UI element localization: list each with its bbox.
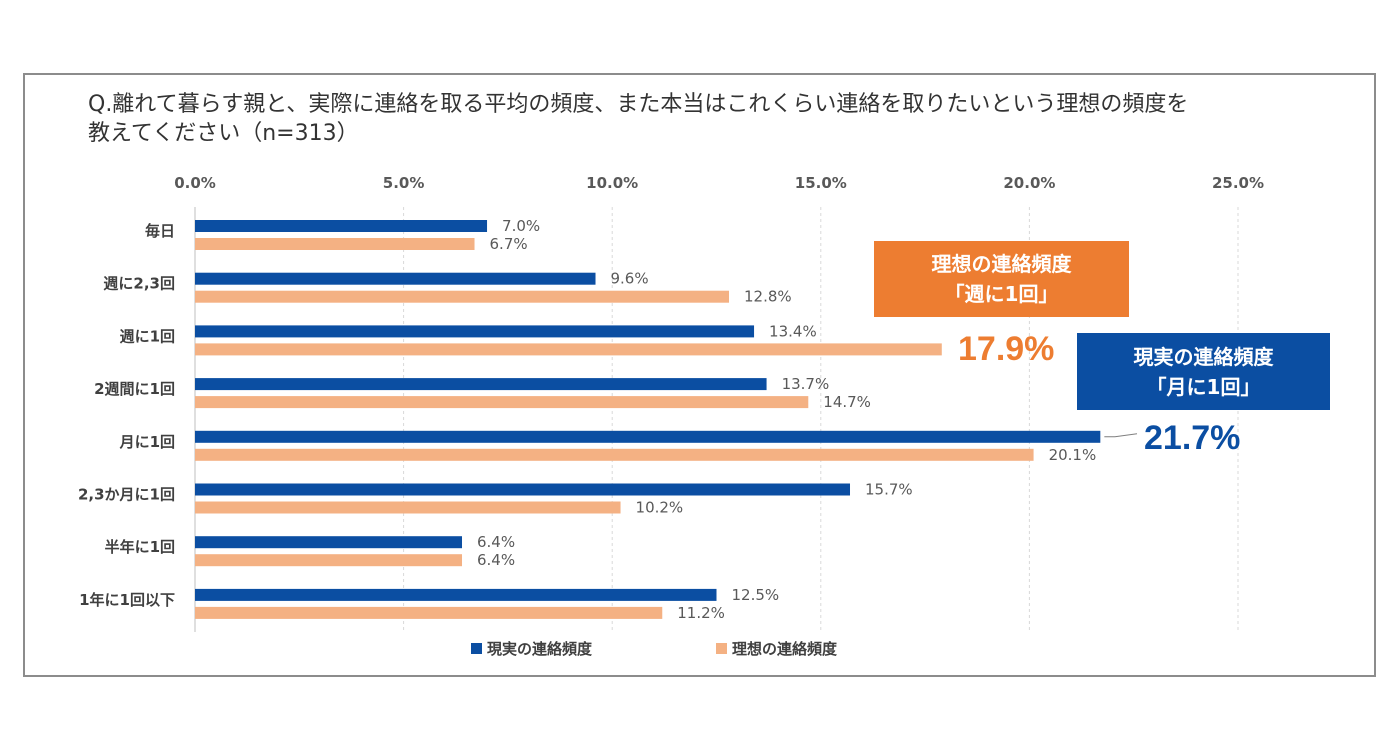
bar xyxy=(195,430,1101,443)
data-label: 12.5% xyxy=(732,586,780,604)
legend-label-actual: 現実の連絡頻度 xyxy=(487,640,593,658)
x-tick-label: 10.0% xyxy=(586,174,638,192)
actual-callout-line1: 現実の連絡頻度 xyxy=(1133,344,1274,369)
data-label: 6.4% xyxy=(477,551,515,569)
x-tick-label: 20.0% xyxy=(1003,174,1055,192)
actual-highlight-value: 21.7% xyxy=(1144,419,1241,457)
data-label: 7.0% xyxy=(502,217,540,235)
bar xyxy=(195,448,1034,461)
bar xyxy=(195,238,475,250)
category-label: 週に2,3回 xyxy=(103,275,175,293)
data-label: 20.1% xyxy=(1049,446,1097,464)
bar xyxy=(195,536,463,549)
actual-frequency-callout: 現実の連絡頻度 「月に1回」 xyxy=(1077,333,1330,410)
category-label: 半年に1回 xyxy=(105,538,175,556)
bar xyxy=(195,588,717,601)
bar xyxy=(195,378,767,391)
category-label: 1年に1回以下 xyxy=(79,591,175,609)
actual-callout-line2: 「月に1回」 xyxy=(1146,374,1261,399)
data-label: 9.6% xyxy=(611,270,649,288)
category-label: 2週間に1回 xyxy=(94,380,175,398)
chart-frame xyxy=(23,73,1376,677)
chart-title-line2: 教えてください（n=313） xyxy=(88,121,359,146)
x-tick-label: 25.0% xyxy=(1212,174,1264,192)
data-label: 14.7% xyxy=(823,393,871,411)
legend-item-actual: 現実の連絡頻度 xyxy=(471,638,592,659)
x-tick-label: 15.0% xyxy=(795,174,847,192)
legend-item-ideal: 理想の連絡頻度 xyxy=(716,638,837,659)
legend-swatch-actual xyxy=(471,643,482,654)
leader-line xyxy=(1104,433,1138,438)
legend-label-ideal: 理想の連絡頻度 xyxy=(732,640,838,658)
data-label: 15.7% xyxy=(865,481,913,499)
x-tick-label: 5.0% xyxy=(383,174,425,192)
bar xyxy=(195,290,730,303)
bar xyxy=(195,272,596,285)
data-label: 6.4% xyxy=(477,533,515,551)
category-label: 毎日 xyxy=(145,222,175,240)
data-label: 6.7% xyxy=(490,235,528,253)
data-label: 11.2% xyxy=(677,604,725,622)
data-label: 13.4% xyxy=(769,322,817,340)
legend-swatch-ideal xyxy=(716,643,727,654)
ideal-frequency-callout: 理想の連絡頻度 「週に1回」 xyxy=(874,241,1129,317)
x-tick-label: 0.0% xyxy=(174,174,216,192)
bar xyxy=(195,483,851,496)
data-label: 12.8% xyxy=(744,288,792,306)
bar xyxy=(195,220,488,232)
ideal-highlight-value: 17.9% xyxy=(958,330,1055,368)
ideal-callout-line1: 理想の連絡頻度 xyxy=(931,252,1072,276)
data-label: 13.7% xyxy=(782,375,830,393)
category-label: 2,3か月に1回 xyxy=(78,486,175,504)
bar xyxy=(195,396,809,409)
bar xyxy=(195,606,663,619)
bar xyxy=(195,343,942,356)
chart-title-line1: Q.離れて暮らす親と、実際に連絡を取る平均の頻度、また本当はこれくらい連絡を取り… xyxy=(88,92,1189,117)
chart-title: Q.離れて暮らす親と、実際に連絡を取る平均の頻度、また本当はこれくらい連絡を取り… xyxy=(88,90,1338,148)
bar xyxy=(195,325,755,338)
bar xyxy=(195,501,621,514)
category-label: 週に1回 xyxy=(120,327,175,345)
bar xyxy=(195,554,463,567)
ideal-callout-line2: 「週に1回」 xyxy=(944,282,1059,306)
data-label: 10.2% xyxy=(636,499,684,517)
category-label: 月に1回 xyxy=(119,433,175,451)
